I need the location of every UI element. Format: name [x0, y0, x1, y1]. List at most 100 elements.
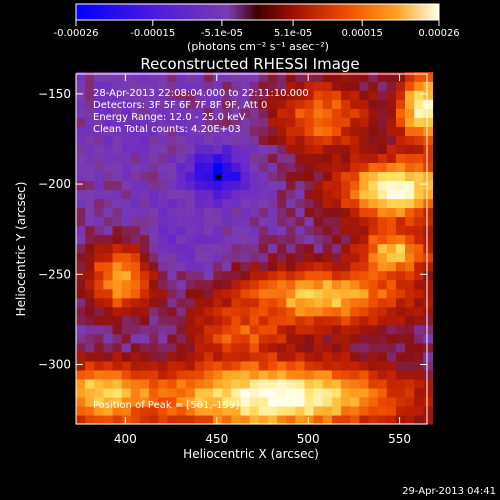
heatmap-cell	[350, 369, 360, 380]
heatmap-cell	[322, 360, 333, 371]
heatmap-cell	[331, 396, 342, 407]
heatmap-cell	[213, 243, 223, 254]
heatmap-cell	[249, 324, 260, 335]
heatmap-cell	[231, 90, 242, 100]
heatmap-cell	[386, 180, 397, 191]
heatmap-cell	[167, 252, 178, 263]
heatmap-cell	[359, 351, 370, 362]
heatmap-cell	[313, 333, 324, 344]
heatmap-cell	[203, 351, 214, 362]
heatmap-cell	[423, 162, 434, 173]
heatmap-cell	[350, 180, 360, 191]
heatmap-cell	[405, 288, 415, 299]
heatmap-cell	[377, 405, 388, 416]
heatmap-cell	[139, 387, 150, 398]
heatmap-cell	[213, 333, 223, 344]
heatmap-cell	[149, 351, 159, 362]
heatmap-cell	[130, 396, 141, 407]
heatmap-cell	[149, 369, 159, 380]
heatmap-cell	[103, 360, 114, 371]
heatmap-cell	[203, 405, 214, 416]
heatmap-cell	[231, 162, 242, 173]
heatmap-cell	[222, 81, 232, 91]
heatmap-cell	[286, 351, 296, 362]
heatmap-cell	[76, 297, 86, 308]
heatmap-cell	[194, 333, 205, 344]
heatmap-cell	[377, 414, 388, 425]
heatmap-cell	[267, 306, 278, 317]
heatmap-cell	[94, 162, 105, 173]
heatmap-cell	[76, 135, 86, 145]
heatmap-cell	[231, 225, 242, 236]
heatmap-cell	[341, 162, 351, 173]
heatmap-cell	[423, 144, 434, 154]
heatmap-cell	[231, 396, 242, 407]
heatmap-cell	[258, 342, 269, 353]
heatmap-cell	[295, 306, 306, 317]
heatmap-cell	[240, 378, 251, 389]
heatmap-cell	[240, 189, 251, 200]
heatmap-cell	[167, 162, 178, 173]
heatmap-cell	[350, 234, 360, 245]
heatmap-cell	[377, 180, 388, 191]
heatmap-cell	[423, 261, 434, 272]
heatmap-cell	[277, 306, 287, 317]
heatmap-cell	[331, 315, 342, 326]
heatmap-cell	[149, 288, 159, 299]
heatmap-cell	[386, 405, 397, 416]
heatmap-cell	[249, 144, 260, 154]
heatmap-cell	[158, 396, 169, 407]
heatmap-cell	[423, 351, 434, 362]
heatmap-cell	[286, 324, 296, 335]
heatmap-cell	[185, 405, 196, 416]
heatmap-cell	[103, 387, 114, 398]
heatmap-cell	[350, 288, 360, 299]
heatmap-cell	[359, 153, 370, 164]
heatmap-cell	[103, 378, 114, 389]
heatmap-cell	[423, 270, 434, 281]
heatmap-cell	[167, 216, 178, 227]
heatmap-cell	[258, 243, 269, 254]
heatmap-cell	[368, 198, 379, 209]
heatmap-cell	[267, 162, 278, 173]
heatmap-cell	[222, 90, 232, 100]
heatmap-cell	[368, 306, 379, 317]
heatmap-cell	[103, 207, 114, 218]
heatmap-cell	[158, 180, 169, 191]
heatmap-cell	[331, 306, 342, 317]
heatmap-cell	[176, 279, 187, 290]
heatmap-cell	[423, 189, 434, 200]
heatmap-cell	[423, 306, 434, 317]
heatmap-cell	[313, 189, 324, 200]
heatmap-cell	[203, 378, 214, 389]
heatmap-cell	[395, 153, 406, 164]
heatmap-cell	[240, 198, 251, 209]
heatmap-cell	[414, 342, 424, 353]
heatmap-cell	[85, 297, 95, 308]
heatmap-cell	[167, 243, 178, 254]
heatmap-cell	[368, 126, 379, 136]
heatmap-cell	[277, 144, 287, 154]
heatmap-cell	[423, 99, 434, 109]
heatmap-cell	[213, 261, 223, 272]
heatmap-cell	[405, 234, 415, 245]
heatmap-cell	[130, 72, 141, 82]
heatmap-cell	[139, 369, 150, 380]
heatmap-cell	[405, 387, 415, 398]
heatmap-cell	[267, 243, 278, 254]
heatmap-cell	[258, 279, 269, 290]
heatmap-cell	[313, 261, 324, 272]
heatmap-cell	[240, 153, 251, 164]
heatmap-cell	[176, 297, 187, 308]
heatmap-cell	[222, 189, 232, 200]
heatmap-cell	[112, 261, 123, 272]
heatmap-cell	[231, 297, 242, 308]
heatmap-cell	[203, 270, 214, 281]
heatmap-cell	[194, 396, 205, 407]
heatmap-cell	[121, 189, 132, 200]
heatmap-cell	[322, 342, 333, 353]
heatmap-cell	[176, 369, 187, 380]
heatmap-cell	[240, 234, 251, 245]
heatmap-cell	[405, 414, 415, 425]
heatmap-cell	[368, 90, 379, 100]
